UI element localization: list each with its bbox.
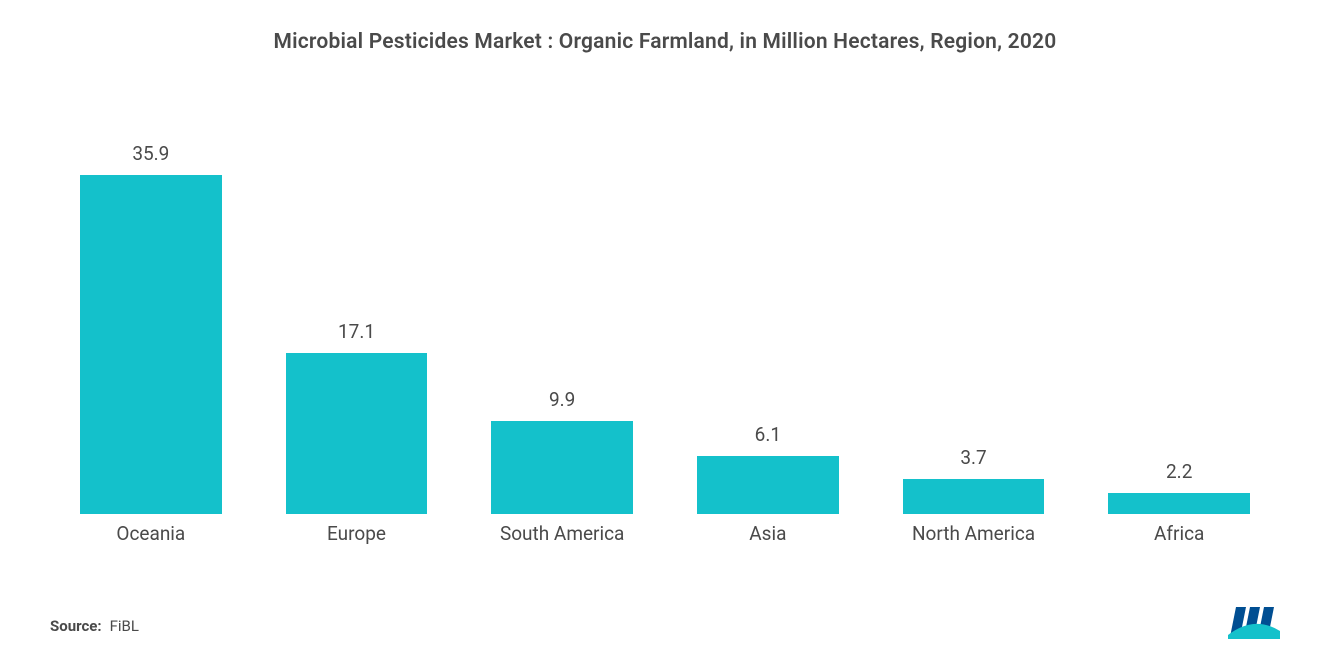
bar-rect <box>697 456 839 514</box>
chart-container: Microbial Pesticides Market : Organic Fa… <box>0 0 1320 665</box>
brand-logo <box>1228 605 1280 639</box>
x-axis-label: Europe <box>286 522 428 545</box>
bar-slot: 35.9 <box>80 114 222 514</box>
bar-value-label: 6.1 <box>755 423 781 446</box>
bar-value-label: 35.9 <box>132 142 169 165</box>
x-axis-label: Asia <box>697 522 839 545</box>
x-axis-label: Africa <box>1108 522 1250 545</box>
bar-slot: 9.9 <box>491 114 633 514</box>
x-axis-label: Oceania <box>80 522 222 545</box>
bar-rect <box>1108 493 1250 514</box>
source-label: Source: <box>50 617 102 635</box>
bar-slot: 3.7 <box>903 114 1045 514</box>
source-value: FiBL <box>110 617 139 635</box>
x-axis-label: North America <box>903 522 1045 545</box>
bar-value-label: 9.9 <box>549 388 575 411</box>
chart-title: Microbial Pesticides Market : Organic Fa… <box>50 30 1280 54</box>
bar-rect <box>286 353 428 515</box>
source-footnote: Source: FiBL <box>50 617 139 635</box>
bar-value-label: 2.2 <box>1166 460 1192 483</box>
x-axis-label: South America <box>491 522 633 545</box>
bar-slot: 17.1 <box>286 114 428 514</box>
bar-slot: 2.2 <box>1108 114 1250 514</box>
bar-rect <box>80 175 222 514</box>
bar-rect <box>491 421 633 515</box>
bar-value-label: 3.7 <box>960 446 986 469</box>
bar-value-label: 17.1 <box>338 320 375 343</box>
bar-slot: 6.1 <box>697 114 839 514</box>
bar-rect <box>903 479 1045 514</box>
plot-area: 35.9 17.1 9.9 6.1 3.7 2.2 <box>50 114 1280 514</box>
x-axis-labels: Oceania Europe South America Asia North Amer… <box>50 514 1280 545</box>
